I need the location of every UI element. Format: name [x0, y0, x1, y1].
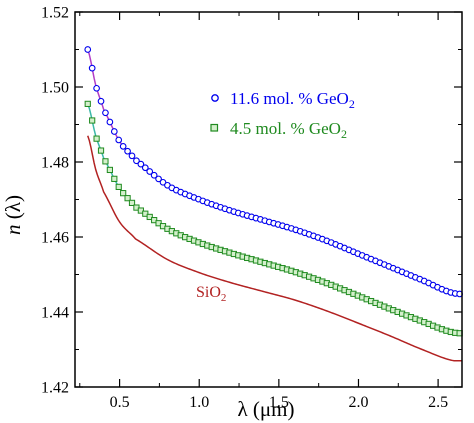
legend-entry-4.5-GeO2: 4.5 mol. % GeO2 — [210, 119, 347, 141]
y-tick-label: 1.50 — [41, 80, 69, 97]
data-point-4.5-GeO2 — [151, 217, 158, 224]
svg-text:11.6 mol. % GeO2: 11.6 mol. % GeO2 — [230, 89, 355, 111]
sio2-label-subscript: 2 — [221, 292, 227, 304]
y-tick-label: 1.44 — [41, 305, 69, 322]
data-point-11.6-GeO2 — [119, 142, 127, 150]
data-markers — [84, 46, 463, 337]
svg-text:4.5 mol. % GeO2: 4.5 mol. % GeO2 — [230, 119, 347, 141]
data-point-11.6-GeO2 — [102, 109, 109, 117]
data-point-11.6-GeO2 — [133, 157, 140, 165]
legend-marker-square — [210, 123, 219, 132]
data-point-4.5-GeO2 — [84, 100, 91, 107]
data-point-11.6-GeO2 — [88, 64, 96, 72]
x-axis-label: λ (μm) — [237, 397, 294, 421]
data-point-4.5-GeO2 — [120, 190, 127, 197]
data-point-11.6-GeO2 — [155, 175, 162, 183]
data-point-4.5-GeO2 — [102, 158, 109, 165]
data-point-11.6-GeO2 — [159, 178, 167, 186]
data-point-4.5-GeO2 — [142, 210, 149, 217]
axis-tick-labels: 0.5 1.0 1.5 2.0 2.5 1.42 1.44 1.46 1.48 1.50 1.52 — [41, 5, 448, 412]
fit-line-11.6-GeO2 — [87, 49, 462, 294]
data-point-11.6-GeO2 — [110, 128, 118, 135]
data-point-11.6-GeO2 — [128, 152, 136, 160]
y-tick-label: 1.52 — [41, 5, 69, 22]
data-point-11.6-GeO2 — [146, 168, 154, 175]
plot-frame — [74, 11, 463, 388]
data-point-11.6-GeO2 — [115, 136, 123, 144]
data-point-4.5-GeO2 — [124, 195, 131, 202]
data-point-4.5-GeO2 — [93, 135, 100, 142]
y-axis-label: n (λ) — [1, 195, 25, 235]
fit-line-4.5-GeO2 — [87, 103, 462, 334]
sio2-curve-label: SiO2 — [196, 284, 226, 304]
data-point-11.6-GeO2 — [141, 164, 149, 172]
data-point-11.6-GeO2 — [106, 118, 114, 126]
y-tick-label: 1.46 — [41, 230, 69, 247]
legend-label-11.6-GeO2: 11.6 mol. % GeO — [230, 89, 349, 108]
x-tick-label: 2.0 — [348, 394, 368, 411]
data-point-4.5-GeO2 — [97, 147, 105, 154]
data-point-4.5-GeO2 — [111, 175, 118, 182]
data-point-11.6-GeO2 — [124, 147, 131, 155]
data-point-4.5-GeO2 — [128, 199, 136, 206]
data-point-11.6-GeO2 — [84, 46, 92, 53]
x-tick-label: 1.5 — [269, 394, 289, 411]
data-point-11.6-GeO2 — [137, 160, 145, 168]
data-point-11.6-GeO2 — [150, 171, 158, 179]
legend-label-4.5-GeO2: 4.5 mol. % GeO — [230, 119, 341, 138]
x-tick-label: 2.5 — [428, 394, 448, 411]
y-tick-label: 1.48 — [41, 155, 69, 172]
x-tick-label: 0.5 — [110, 394, 130, 411]
data-point-4.5-GeO2 — [137, 207, 144, 214]
y-tick-label: 1.42 — [41, 380, 69, 397]
fit-line-SiO2 — [87, 135, 462, 362]
axis-ticks — [75, 11, 462, 388]
sio2-label-text: SiO — [196, 284, 221, 301]
legend-subscript-11.6: 2 — [349, 97, 355, 111]
legend-entry-11.6-GeO2: 11.6 mol. % GeO2 — [211, 89, 355, 111]
data-point-4.5-GeO2 — [146, 213, 153, 221]
legend-marker-circle — [211, 94, 219, 102]
data-point-11.6-GeO2 — [93, 84, 100, 92]
x-tick-label: 1.0 — [189, 394, 209, 411]
data-point-11.6-GeO2 — [97, 97, 105, 105]
legend: 11.6 mol. % GeO2 4.5 mol. % GeO2 — [210, 89, 355, 141]
legend-subscript-4.5: 2 — [341, 127, 347, 141]
data-point-4.5-GeO2 — [106, 166, 113, 174]
data-point-4.5-GeO2 — [115, 183, 122, 190]
data-point-4.5-GeO2 — [89, 117, 96, 124]
